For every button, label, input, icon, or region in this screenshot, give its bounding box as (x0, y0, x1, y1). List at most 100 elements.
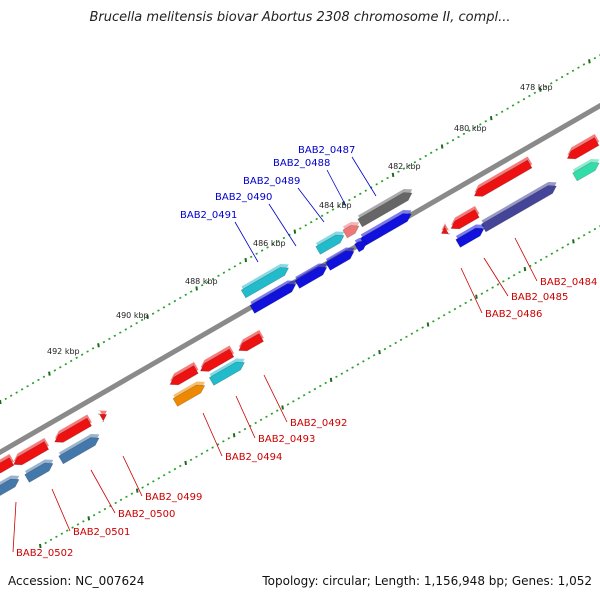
gene-arrow-body[interactable] (439, 225, 451, 237)
gene-arrow-body[interactable] (97, 411, 109, 423)
gene-cyan[interactable] (314, 228, 348, 255)
gene-arrow-body[interactable] (449, 209, 480, 233)
gene-arrow-body[interactable] (342, 222, 361, 239)
gene-label[interactable]: BAB2_0500 (118, 509, 175, 520)
gene-red[interactable] (564, 134, 600, 162)
gene-arrow-body[interactable] (24, 460, 55, 483)
gene-arrow-body[interactable] (52, 417, 92, 446)
gene-arrow-body[interactable] (0, 476, 21, 499)
gene-arrow-body[interactable] (357, 189, 414, 228)
minor-tick (222, 271, 226, 274)
major-tick (539, 87, 542, 92)
kbp-label: 488 kbp (185, 277, 218, 286)
gene-label[interactable]: BAB2_0486 (485, 309, 542, 320)
gene-label[interactable]: BAB2_0488 (273, 158, 330, 169)
minor-tick (468, 129, 471, 132)
gene-arrow-body[interactable] (315, 232, 346, 255)
gene-label[interactable]: BAB2_0502 (16, 548, 73, 559)
gene-label[interactable]: BAB2_0492 (290, 418, 347, 429)
minor-tick (37, 378, 40, 382)
gene-red[interactable] (438, 222, 452, 238)
gene-red[interactable] (471, 156, 534, 200)
gene-arrow-body[interactable] (354, 238, 370, 253)
gene-label[interactable]: BAB2_0501 (73, 527, 130, 538)
gene-steelblue[interactable] (0, 472, 23, 499)
gene-orange[interactable] (172, 378, 209, 407)
gene-cyan[interactable] (208, 355, 249, 386)
gene-red[interactable] (51, 414, 93, 446)
minor-tick (507, 277, 510, 280)
minor-tick (259, 418, 263, 421)
minor-tick (308, 391, 311, 394)
gene-arrow-body[interactable] (249, 281, 298, 314)
leader-line (202, 412, 223, 457)
gene-label[interactable]: BAB2_0485 (511, 292, 568, 303)
gene-arrow-body[interactable] (294, 264, 329, 289)
gene-red[interactable] (97, 407, 111, 423)
minor-tick (469, 298, 473, 301)
gene-arrow-body[interactable] (11, 441, 50, 469)
minor-tick (506, 107, 509, 110)
minor-tick (275, 409, 279, 412)
major-tick (146, 314, 149, 319)
gene-arrow-body[interactable] (455, 225, 486, 248)
gene-label[interactable]: BAB2_0484 (540, 277, 597, 288)
gene-red[interactable] (235, 330, 265, 354)
minor-tick (313, 387, 317, 391)
gene-mint[interactable] (571, 156, 600, 182)
gene-arrow-body[interactable] (472, 159, 533, 200)
minor-tick (555, 249, 559, 252)
gene-pink[interactable] (341, 219, 363, 239)
kbp-label: 486 kbp (253, 239, 286, 248)
gene-label[interactable]: BAB2_0493 (258, 434, 315, 445)
gene-cyan[interactable] (240, 261, 293, 299)
minor-tick (582, 63, 586, 66)
gene-arrow-body[interactable] (58, 434, 102, 465)
minor-tick (98, 511, 101, 514)
gene-gray[interactable] (356, 186, 416, 228)
minor-tick (324, 381, 327, 385)
gene-labels[interactable]: BAB2_0487 BAB2_0488 BAB2_0489 BAB2_0490 BAB2… (16, 145, 597, 559)
gene-label[interactable]: BAB2_0489 (243, 176, 300, 187)
gene-red[interactable] (447, 206, 481, 232)
gene-label[interactable]: BAB2_0499 (145, 492, 202, 503)
gene-arrow-body[interactable] (240, 264, 291, 299)
gene-arrow-body[interactable] (208, 359, 246, 386)
gene-arrow-body[interactable] (325, 248, 356, 271)
gene-arrow-body[interactable] (172, 382, 207, 407)
minor-tick (544, 85, 547, 88)
gene-label[interactable]: BAB2_0494 (225, 452, 282, 463)
gene-blue[interactable] (454, 221, 488, 248)
gene-arrow-body[interactable] (168, 365, 199, 389)
gene-red[interactable] (0, 454, 16, 476)
gene-label[interactable]: BAB2_0487 (298, 145, 355, 156)
gene-arrow-body[interactable] (480, 182, 558, 233)
gene-label[interactable]: BAB2_0491 (180, 210, 237, 221)
gene-arrow-body[interactable] (236, 333, 264, 355)
gene-steelblue[interactable] (23, 456, 57, 483)
gene-blue[interactable] (294, 260, 331, 289)
gene-blue[interactable] (249, 277, 300, 314)
gene-label[interactable]: BAB2_0490 (215, 192, 272, 203)
gene-arrow-body[interactable] (198, 348, 235, 375)
gene-red[interactable] (197, 345, 236, 375)
minor-tick (517, 101, 520, 104)
gene-steelblue[interactable] (57, 431, 103, 465)
gene-features[interactable] (0, 134, 600, 499)
gene-red[interactable] (10, 438, 51, 468)
minor-tick (480, 292, 484, 295)
minor-tick (479, 123, 482, 126)
gene-red[interactable] (166, 362, 200, 388)
minor-tick (335, 375, 338, 378)
topology-summary: Topology: circular; Length: 1,156,948 bp… (262, 574, 592, 588)
minor-tick (49, 538, 53, 541)
gene-blue[interactable] (353, 235, 371, 253)
gene-arrow-body[interactable] (565, 137, 600, 163)
major-tick (232, 433, 236, 438)
minor-tick (82, 520, 85, 523)
gene-blue[interactable] (324, 244, 358, 271)
gene-navy[interactable] (480, 179, 560, 233)
gene-arrow-body[interactable] (572, 159, 600, 182)
gene-arrow-body[interactable] (0, 457, 15, 477)
